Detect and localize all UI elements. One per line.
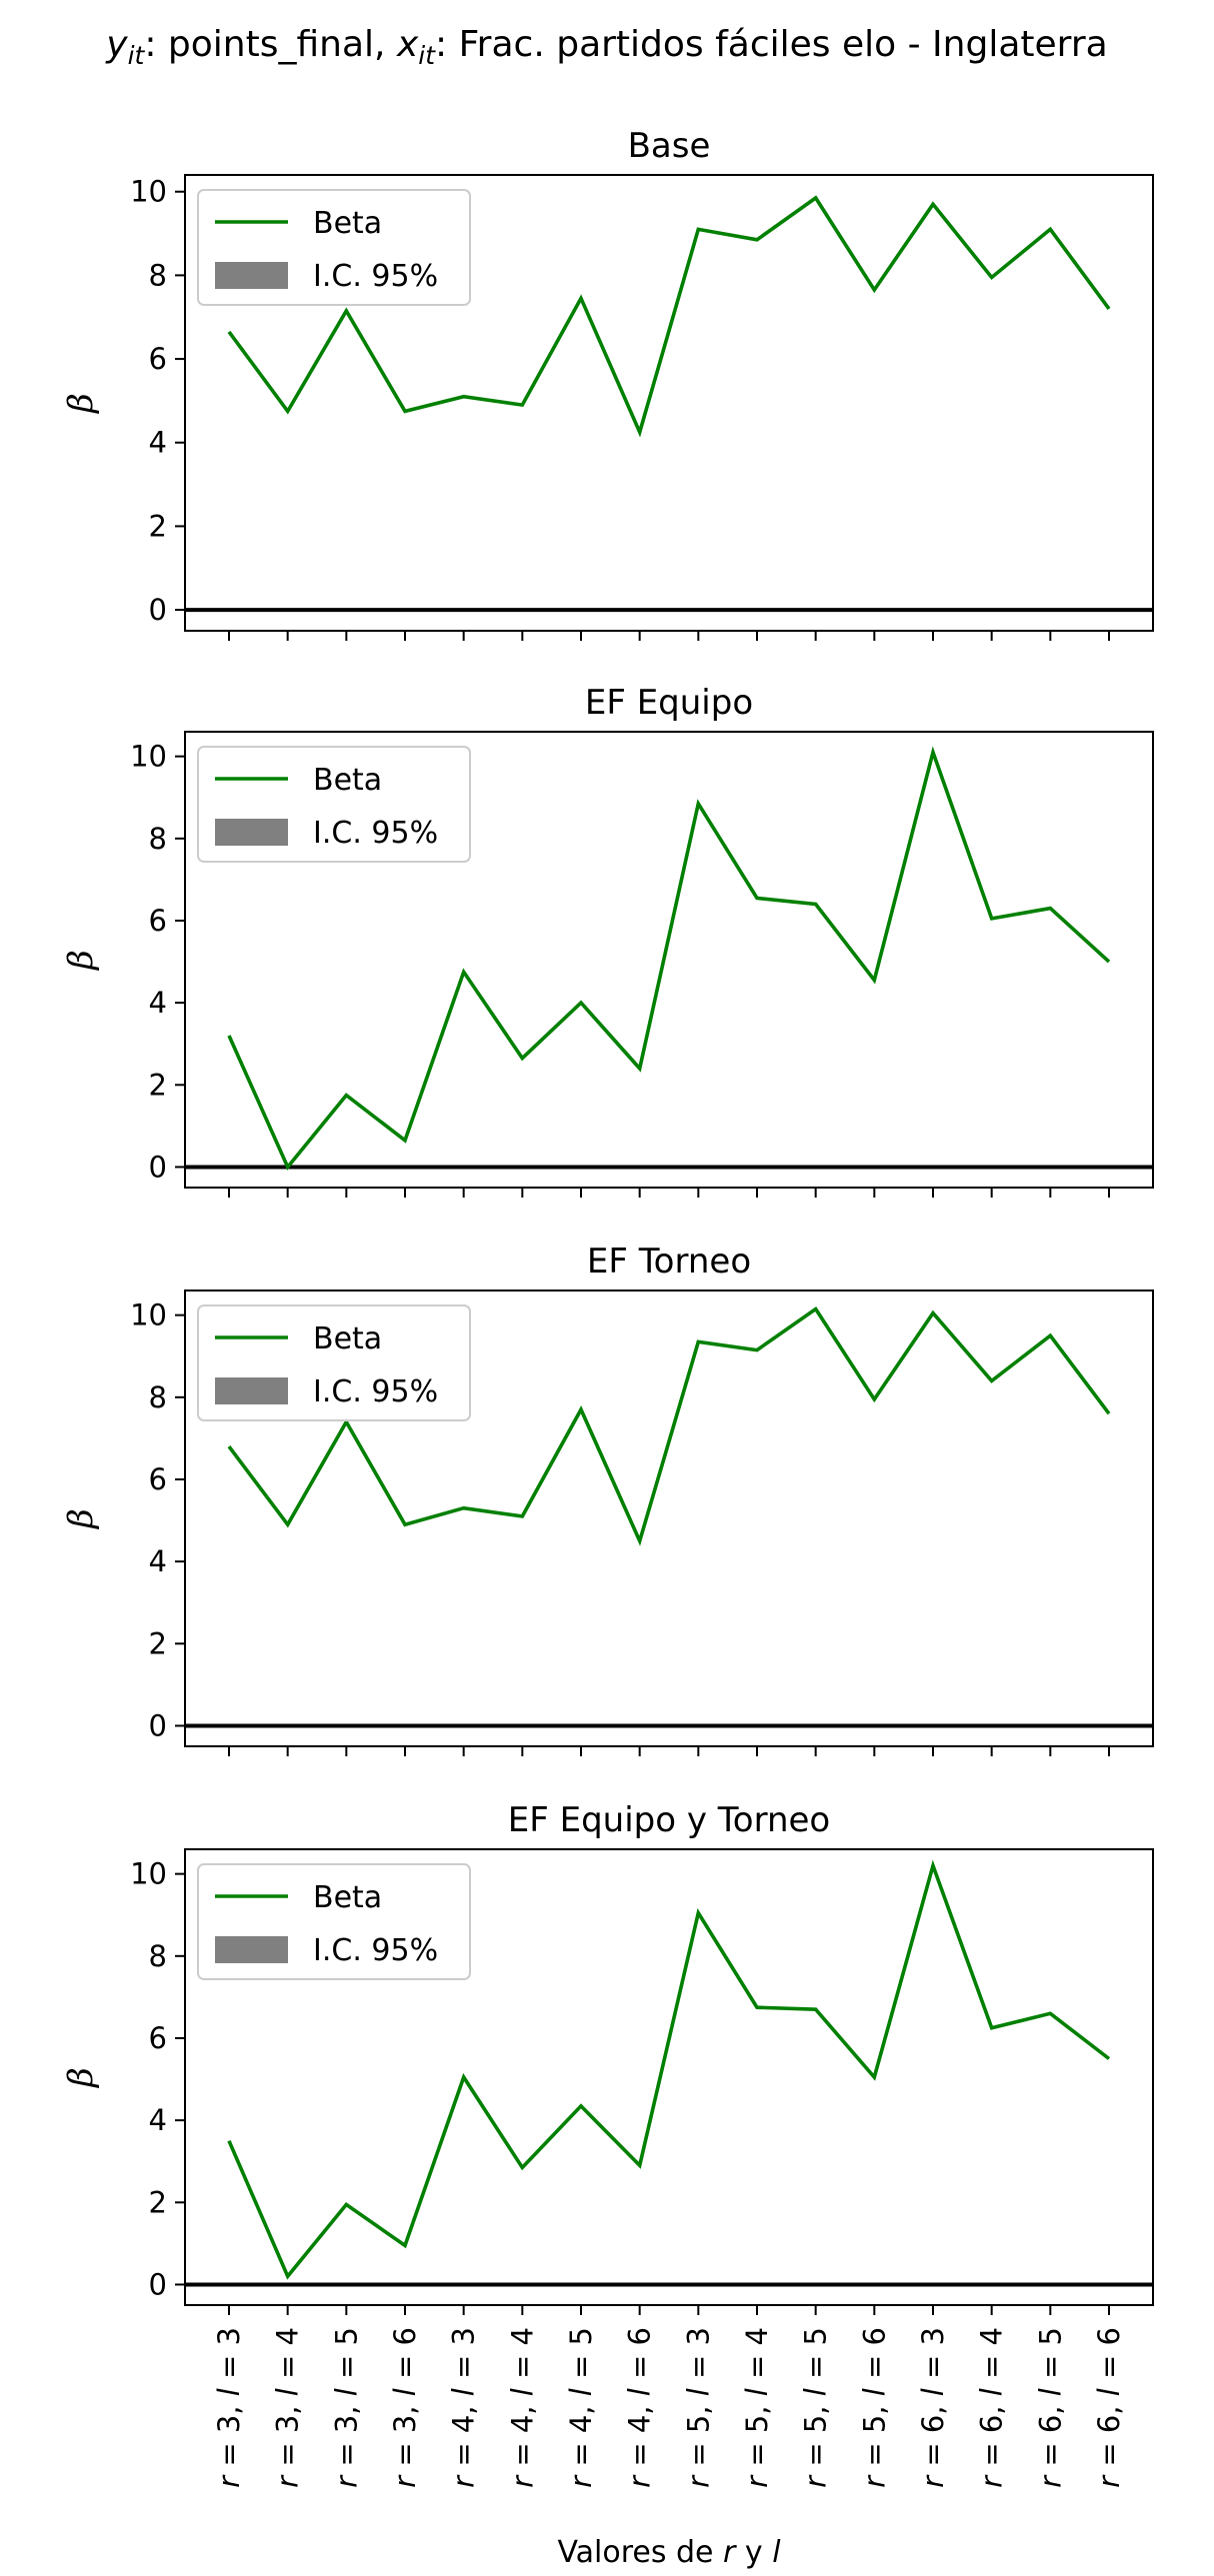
x-tick-label: r = 4, l = 5 bbox=[564, 2327, 598, 2488]
axes-frame bbox=[184, 1289, 1154, 1747]
subplot-title: Base bbox=[628, 126, 711, 166]
subplot-title: EF Torneo bbox=[587, 1242, 751, 1282]
x-tick-label: r = 3, l = 3 bbox=[212, 2327, 246, 2488]
suptitle-part: it bbox=[128, 41, 146, 70]
subplot-2: EF Equipo 0 2 4 6 8 10 β Beta I.C. 95% bbox=[61, 683, 1154, 1198]
subplot-4: EF Equipo y Torneo 0 2 4 6 8 10 β Beta I.C. 95% r … bbox=[61, 1800, 1154, 2488]
y-tick-label: 4 bbox=[149, 2103, 167, 2137]
x-tick-label: r = 5, l = 6 bbox=[857, 2327, 891, 2488]
y-tick-label: 4 bbox=[149, 1544, 167, 1578]
legend: Beta I.C. 95% bbox=[197, 1304, 471, 1421]
x-axis-label-part: Valores de bbox=[557, 2535, 723, 2570]
suptitle-part: it bbox=[418, 41, 436, 70]
y-tick-label: 4 bbox=[149, 426, 167, 460]
subplot-title: EF Equipo y Torneo bbox=[508, 1800, 830, 1840]
x-tick-label: r = 4, l = 3 bbox=[447, 2327, 481, 2488]
legend-ci-swatch bbox=[215, 262, 288, 289]
y-tick-label: 2 bbox=[149, 1626, 167, 1660]
y-tick-label: 0 bbox=[149, 593, 167, 627]
x-tick-label: r = 6, l = 6 bbox=[1092, 2327, 1126, 2488]
x-axis-label-part: y bbox=[735, 2535, 772, 2570]
y-tick-label: 8 bbox=[149, 258, 167, 292]
axes-frame bbox=[184, 731, 1154, 1189]
beta-series-line bbox=[227, 1305, 1111, 1546]
y-tick-label: 6 bbox=[149, 342, 167, 376]
legend-ci-swatch bbox=[215, 1377, 288, 1404]
y-tick-label: 2 bbox=[149, 2185, 167, 2219]
subplot-1: Base 0 2 4 6 8 10 β Beta I.C. 95% bbox=[61, 126, 1154, 641]
legend-label-beta: Beta bbox=[313, 206, 382, 241]
y-tick-label: 10 bbox=[130, 1857, 167, 1891]
subplot-title: EF Equipo bbox=[585, 683, 753, 723]
beta-series-line bbox=[227, 746, 1111, 1171]
y-tick-label: 6 bbox=[149, 904, 167, 938]
y-axis-label: β bbox=[61, 2067, 101, 2089]
y-tick-label: 0 bbox=[149, 2267, 167, 2301]
y-tick-label: 10 bbox=[130, 1298, 167, 1332]
x-tick-label: r = 6, l = 3 bbox=[916, 2327, 950, 2488]
y-tick-label: 8 bbox=[149, 822, 167, 856]
x-tick-label: r = 3, l = 6 bbox=[388, 2327, 422, 2488]
y-tick-label: 6 bbox=[149, 2021, 167, 2055]
x-tick-label: r = 6, l = 4 bbox=[975, 2327, 1009, 2488]
x-tick-label: r = 6, l = 5 bbox=[1033, 2327, 1067, 2488]
y-tick-label: 8 bbox=[149, 1939, 167, 1973]
legend: Beta I.C. 95% bbox=[197, 189, 471, 306]
legend-label-ci: I.C. 95% bbox=[313, 816, 438, 851]
y-tick-label: 2 bbox=[149, 509, 167, 543]
x-tick-label: r = 3, l = 4 bbox=[271, 2327, 305, 2488]
legend-label-ci: I.C. 95% bbox=[313, 259, 438, 294]
y-tick-label: 6 bbox=[149, 1462, 167, 1496]
legend: Beta I.C. 95% bbox=[197, 1863, 471, 1980]
legend-label-beta: Beta bbox=[313, 1321, 382, 1356]
legend-label-ci: I.C. 95% bbox=[313, 1933, 438, 1968]
y-axis-label: β bbox=[61, 393, 101, 415]
legend-label-ci: I.C. 95% bbox=[313, 1374, 438, 1409]
x-axis-label-part: l bbox=[772, 2535, 781, 2570]
axes-frame bbox=[184, 174, 1154, 632]
suptitle-part: : points_final, bbox=[144, 24, 397, 65]
y-tick-label: 8 bbox=[149, 1380, 167, 1414]
suptitle-part: x bbox=[396, 24, 419, 65]
y-tick-label: 10 bbox=[130, 175, 167, 209]
y-axis-label: β bbox=[61, 950, 101, 972]
legend-label-beta: Beta bbox=[313, 1880, 382, 1915]
legend-ci-swatch bbox=[215, 819, 288, 846]
subplots: Base 0 2 4 6 8 10 β Beta I.C. 95% EF Equipo 0 2 4 6 8 10… bbox=[61, 126, 1154, 2488]
y-axis-label: β bbox=[61, 1508, 101, 1530]
x-axis-label: Valores de r y l bbox=[557, 2535, 781, 2570]
y-tick-label: 10 bbox=[130, 740, 167, 774]
x-tick-label: r = 5, l = 3 bbox=[681, 2327, 715, 2488]
x-tick-label: r = 3, l = 5 bbox=[329, 2327, 363, 2488]
axes-frame bbox=[184, 1848, 1154, 2306]
y-tick-label: 4 bbox=[149, 986, 167, 1020]
legend-label-beta: Beta bbox=[313, 763, 382, 798]
x-tick-label: r = 5, l = 5 bbox=[799, 2327, 833, 2488]
y-tick-label: 0 bbox=[149, 1150, 167, 1184]
beta-series-line bbox=[227, 195, 1111, 438]
x-axis-label-part: r bbox=[723, 2535, 737, 2570]
legend-ci-swatch bbox=[215, 1936, 288, 1963]
beta-series-line bbox=[227, 1859, 1111, 2280]
subplot-3: EF Torneo 0 2 4 6 8 10 β Beta I.C. 95% bbox=[61, 1242, 1154, 1756]
figure-suptitle: yit: points_final, xit: Frac. partidos f… bbox=[105, 24, 1107, 70]
suptitle-part: : Frac. partidos fáciles elo - Inglaterr… bbox=[435, 24, 1108, 65]
legend: Beta I.C. 95% bbox=[197, 746, 471, 863]
suptitle-part: y bbox=[105, 24, 128, 65]
y-tick-label: 0 bbox=[149, 1708, 167, 1742]
x-tick-label: r = 5, l = 4 bbox=[740, 2327, 774, 2488]
x-tick-label: r = 4, l = 6 bbox=[623, 2327, 657, 2488]
x-tick-label: r = 4, l = 4 bbox=[505, 2327, 539, 2488]
y-tick-label: 2 bbox=[149, 1068, 167, 1102]
